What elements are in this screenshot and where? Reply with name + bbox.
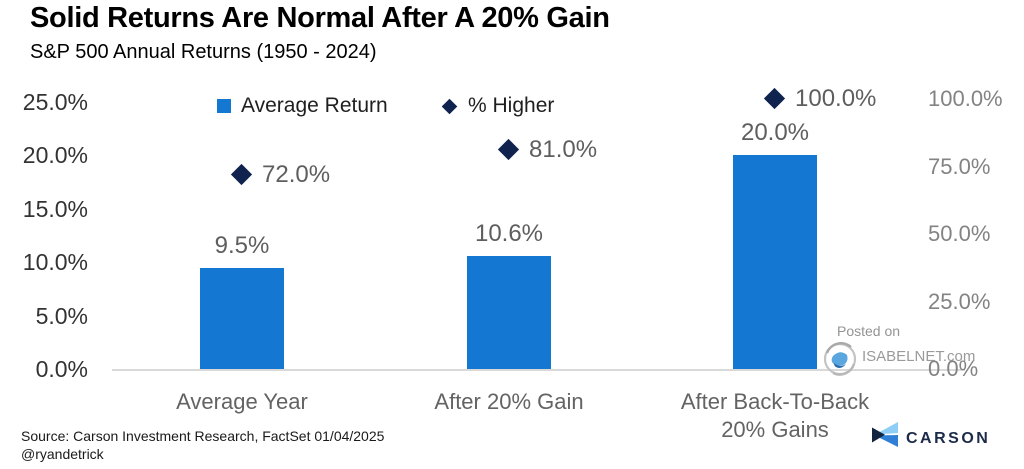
diamond-marker <box>497 139 520 161</box>
diamond-value-label: 81.0% <box>529 136 598 164</box>
bar-value-label: 10.6% <box>474 219 544 247</box>
left-axis-tick: 0.0% <box>35 356 88 382</box>
author-handle: @ryandetrick <box>21 446 104 462</box>
diamond-value-label: 72.0% <box>262 160 331 188</box>
x-axis-category-label: After Back-To-Back 20% Gains <box>680 389 870 442</box>
legend-label-pct-higher: % Higher <box>468 94 555 117</box>
x-axis-category-label: Average Year <box>176 389 308 414</box>
right-axis-tick: 100.0% <box>928 86 1003 111</box>
bar-value-label: 20.0% <box>740 119 810 147</box>
x-axis-line <box>112 369 965 371</box>
left-axis-tick: 10.0% <box>22 249 88 276</box>
page-title: Solid Returns Are Normal After A 20% Gai… <box>30 2 610 34</box>
right-axis-tick: 0.0% <box>928 356 979 381</box>
legend-label-average-return: Average Return <box>241 94 388 117</box>
carson-logo-text: CARSON <box>906 429 991 447</box>
chart-subtitle: S&P 500 Annual Returns (1950 - 2024) <box>30 41 377 63</box>
diamond-marker <box>230 163 253 185</box>
right-axis-tick: 50.0% <box>928 221 991 246</box>
isabelnet-logo-icon <box>821 339 859 382</box>
left-axis-tick: 20.0% <box>22 142 88 169</box>
carson-logo-icon <box>871 421 899 456</box>
diamond-marker <box>763 87 786 110</box>
right-axis-tick: 75.0% <box>928 153 991 179</box>
bar-1 <box>200 267 284 369</box>
watermark-posted-on: Posted on <box>837 323 901 339</box>
legend-item-average-return: Average Return <box>217 92 388 120</box>
x-axis-category-label: After 20% Gain <box>434 389 584 414</box>
bar-3 <box>733 155 817 369</box>
right-axis-tick: 25.0% <box>928 288 991 314</box>
source-note: Source: Carson Investment Research, Fact… <box>21 427 384 463</box>
left-axis-tick: 5.0% <box>35 302 88 329</box>
source-line: Source: Carson Investment Research, Fact… <box>21 428 385 444</box>
left-axis-tick: 25.0% <box>22 89 88 115</box>
watermark-site: ISABELNET.com <box>862 348 976 365</box>
bar-2 <box>467 255 551 369</box>
left-axis-tick: 15.0% <box>22 195 88 222</box>
bar-value-label: 9.5% <box>214 231 270 259</box>
carson-logo: CARSON <box>871 421 990 456</box>
diamond-value-label: 100.0% <box>795 85 877 112</box>
bar-series-swatch <box>217 99 231 113</box>
legend-item-pct-higher: % Higher <box>441 92 554 120</box>
